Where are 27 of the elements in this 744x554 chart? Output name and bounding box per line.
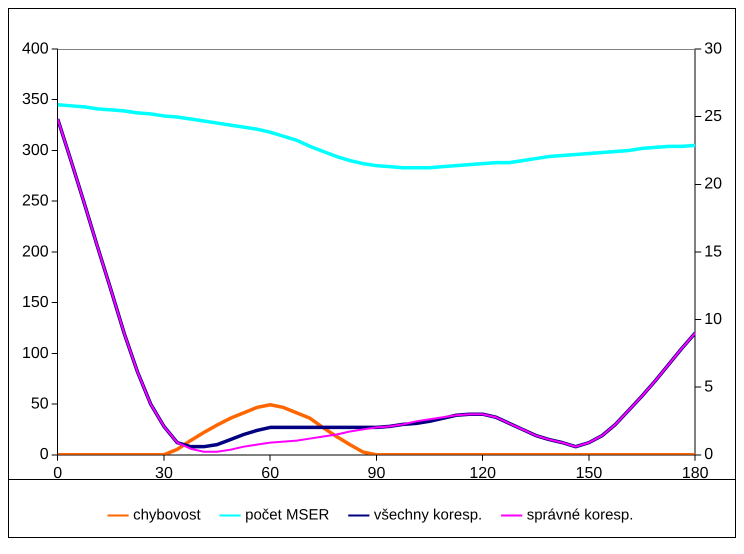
y2-tick-label: 15 — [704, 243, 722, 260]
y2-tick-label: 5 — [704, 378, 714, 396]
legend-label: všechny koresp. — [374, 506, 482, 524]
legend-label: správné koresp. — [526, 506, 634, 524]
y-tick-label: 300 — [22, 142, 49, 159]
y2-tick-label: 25 — [704, 108, 722, 126]
y-tick-label: 250 — [22, 192, 49, 210]
y2-tick-label: 10 — [704, 310, 722, 328]
legend-label: počet MSER — [245, 506, 330, 524]
legend-label: chybovost — [133, 506, 202, 524]
x-tick-label: 120 — [469, 464, 496, 482]
y-tick-label: 200 — [22, 243, 49, 260]
y-tick-label: 350 — [22, 91, 49, 108]
y-tick-label: 0 — [40, 446, 49, 464]
y2-tick-label: 0 — [704, 446, 714, 464]
x-tick-label: 150 — [576, 464, 602, 482]
x-tick-label: 30 — [155, 464, 173, 482]
y2-tick-label: 20 — [704, 176, 722, 193]
y-tick-label: 100 — [22, 344, 49, 362]
y2-tick-label: 30 — [704, 40, 722, 58]
x-tick-label: 180 — [682, 464, 709, 482]
y-tick-label: 50 — [30, 395, 49, 412]
x-tick-label: 0 — [53, 464, 62, 482]
y-tick-label: 150 — [22, 294, 49, 312]
x-tick-label: 60 — [261, 464, 280, 482]
x-tick-label: 90 — [368, 464, 386, 482]
y-tick-label: 400 — [22, 40, 49, 58]
